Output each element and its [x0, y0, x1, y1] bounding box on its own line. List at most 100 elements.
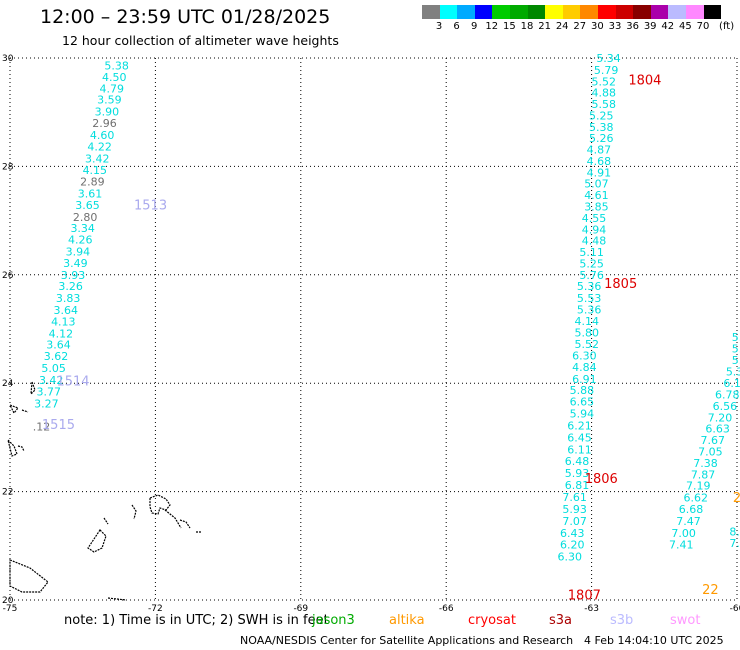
wave-height-value: 4.14 — [575, 315, 600, 328]
coastline — [17, 445, 25, 452]
wave-height-value: 2.89 — [80, 176, 105, 189]
legend-swatch — [422, 5, 440, 19]
legend-label: 15 — [503, 21, 516, 32]
pass-label: 1807 — [568, 589, 601, 604]
pass-label: 2 — [733, 491, 740, 506]
legend-swatch — [457, 5, 475, 19]
wave-height-value: 3.94 — [66, 245, 91, 258]
wave-height-value: 5.25 — [579, 257, 604, 270]
wave-height-value: 3.64 — [46, 339, 71, 352]
wave-height-value: 4.91 — [587, 166, 612, 179]
legend-label: 27 — [573, 21, 587, 32]
wave-height-value: 6.56 — [713, 400, 738, 413]
page-subtitle: 12 hour collection of altimeter wave hei… — [62, 33, 339, 48]
legend-label: 42 — [661, 21, 675, 32]
wave-height-value: 4.48 — [582, 235, 607, 248]
timestamp: 4 Feb 14:04:10 UTC 2025 — [584, 634, 724, 647]
legend-label: 70 — [696, 21, 710, 32]
wave-height-value: 3.42 — [85, 152, 110, 165]
lon-tick-label: -60 — [730, 604, 740, 614]
wave-height-value: 5.76 — [579, 269, 604, 282]
wave-height-value: 7.00 — [671, 527, 696, 540]
wave-height-value: 3.85 — [584, 201, 609, 214]
wave-height-value: 4.84 — [572, 361, 597, 374]
legend-swatch — [545, 5, 563, 19]
wave-height-value: 3.64 — [53, 304, 78, 317]
coastline — [164, 509, 182, 529]
wave-height-value: 4.55 — [582, 212, 607, 225]
wave-height-value: 6.21 — [567, 419, 592, 432]
page-title: 12:00 – 23:59 UTC 01/28/2025 — [40, 6, 331, 28]
legend-swatch — [615, 5, 634, 19]
coastline — [6, 438, 18, 457]
legend-swatch — [439, 5, 458, 19]
wave-height-value: 5.36 — [577, 303, 602, 316]
wave-height-value: 7.05 — [698, 445, 723, 458]
legend-swatch — [562, 5, 581, 19]
wave-height-value: 7.19 — [686, 480, 711, 493]
wave-height-value: 5.38 — [589, 121, 614, 134]
legend-swatch — [598, 5, 616, 19]
coastline — [103, 517, 109, 525]
wave-height-value: 7.07 — [562, 515, 587, 528]
wave-height-value: 6.91 — [572, 373, 597, 386]
legend-label: 39 — [643, 21, 657, 32]
legend-swatch — [527, 5, 546, 19]
wave-height-value: 4.68 — [587, 155, 612, 168]
legend-label: 18 — [520, 21, 534, 32]
lon-tick-label: -63 — [584, 604, 599, 614]
wave-height-value: 3.83 — [56, 292, 81, 305]
legend-label: 21 — [538, 21, 551, 32]
legend-swatch — [633, 5, 651, 19]
wave-height-value: 5.05 — [41, 362, 66, 375]
lon-tick-label: -72 — [148, 604, 163, 614]
wave-height-value: 5.94 — [570, 408, 595, 421]
wave-height-value: 5.11 — [579, 246, 604, 259]
wave-height-value: 7.20 — [708, 411, 733, 424]
legend-unit: (ft) — [719, 21, 735, 32]
wave-height-value: 3.90 — [95, 106, 120, 119]
legend-swatch — [650, 5, 669, 19]
wave-height-value: 6.65 — [570, 396, 595, 409]
wave-height-value: 3.77 — [37, 385, 62, 398]
lat-tick-label: 28 — [2, 162, 14, 172]
wave-height-value: 5.34 — [596, 52, 621, 65]
wave-height-value: 4.13 — [51, 315, 76, 328]
legend-swatch — [703, 5, 722, 19]
wave-height-value: 4.50 — [102, 71, 127, 84]
mission-label-s3b: s3b — [610, 613, 634, 628]
lat-tick-label: 30 — [2, 54, 14, 64]
wave-height-value: 4.26 — [68, 234, 93, 247]
wave-height-value: 5.07 — [584, 178, 609, 191]
wave-height-value: 4.22 — [87, 140, 112, 153]
coastline — [131, 504, 137, 520]
wave-height-value: 4.60 — [90, 129, 115, 142]
wave-height-value: 4.87 — [587, 144, 612, 157]
wave-height-value: 5.58 — [591, 98, 616, 111]
legend-label: 6 — [453, 21, 460, 32]
wave-height-value: 5.52 — [591, 75, 616, 88]
wave-height-value: 3.26 — [58, 280, 83, 293]
wave-height-value: 5.52 — [575, 338, 600, 351]
wave-height-value: 5.79 — [594, 64, 619, 77]
lat-tick-label: 22 — [2, 488, 13, 498]
wave-height-value: 7. — [729, 537, 740, 550]
wave-height-value: 5.38 — [104, 60, 129, 73]
wave-height-value: 6.20 — [560, 539, 585, 552]
wave-height-value: 6.78 — [715, 389, 740, 402]
wave-height-value: 6.45 — [567, 431, 592, 444]
wave-height-value: 6.43 — [560, 527, 585, 540]
wave-height-value: 5.53 — [577, 292, 602, 305]
legend-label: 9 — [471, 21, 478, 32]
coastline — [87, 529, 107, 553]
coastline — [149, 494, 171, 515]
wave-height-value: 6.11 — [567, 443, 592, 456]
wave-height-value: 5.88 — [570, 384, 595, 397]
mission-label-jason3: jason3 — [312, 613, 355, 628]
lon-tick-label: -69 — [293, 604, 308, 614]
wave-height-value: 2.96 — [92, 117, 117, 130]
wave-height-value: 7.67 — [701, 434, 726, 447]
pass-label: 1515 — [42, 418, 75, 433]
mission-label-s3a: s3a — [549, 613, 573, 628]
